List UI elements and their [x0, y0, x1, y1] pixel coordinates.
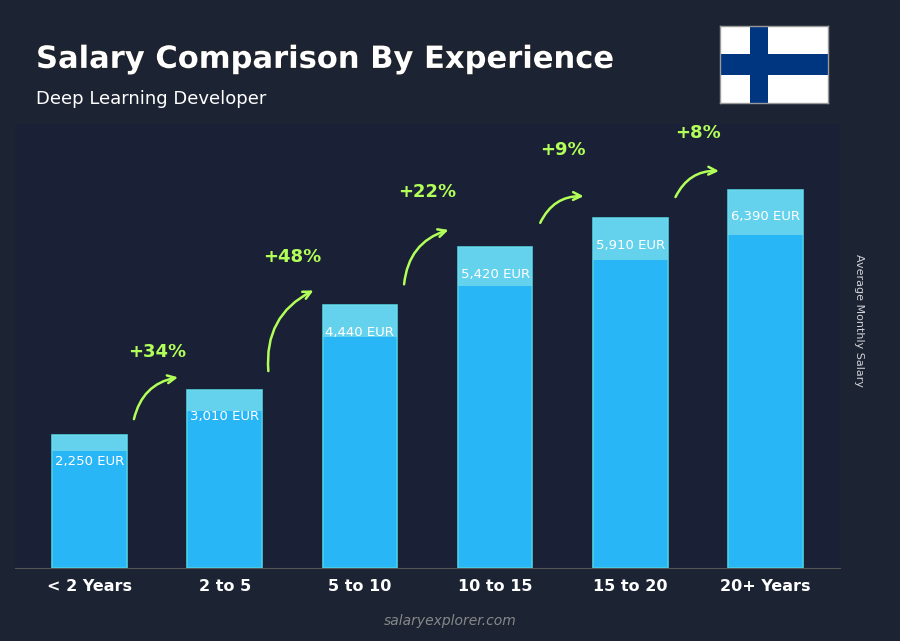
Text: 4,440 EUR: 4,440 EUR: [326, 326, 394, 339]
Text: +8%: +8%: [675, 124, 721, 142]
FancyArrowPatch shape: [404, 229, 446, 285]
FancyArrowPatch shape: [268, 292, 310, 371]
Text: Deep Learning Developer: Deep Learning Developer: [36, 90, 266, 108]
Text: 5,910 EUR: 5,910 EUR: [596, 239, 665, 252]
Text: salaryexplorer.com: salaryexplorer.com: [383, 614, 517, 628]
Text: 5,420 EUR: 5,420 EUR: [461, 268, 530, 281]
Bar: [323, 305, 397, 337]
Bar: [52, 435, 127, 568]
Text: +22%: +22%: [399, 183, 456, 201]
Bar: [52, 435, 127, 451]
Bar: [728, 190, 803, 235]
Bar: [728, 190, 803, 568]
Bar: [593, 218, 668, 568]
Text: +9%: +9%: [540, 142, 586, 160]
FancyArrowPatch shape: [676, 167, 716, 197]
Text: 3,010 EUR: 3,010 EUR: [190, 410, 259, 424]
Bar: [458, 247, 532, 285]
Text: +34%: +34%: [128, 343, 186, 361]
Bar: [187, 390, 262, 411]
FancyArrowPatch shape: [134, 376, 176, 419]
Text: 2,250 EUR: 2,250 EUR: [55, 455, 124, 469]
Text: Average Monthly Salary: Average Monthly Salary: [854, 254, 864, 387]
FancyArrowPatch shape: [540, 192, 580, 223]
Bar: [187, 390, 262, 568]
Bar: [750, 26, 768, 103]
Bar: [720, 54, 828, 74]
Text: 6,390 EUR: 6,390 EUR: [731, 210, 800, 223]
Text: Salary Comparison By Experience: Salary Comparison By Experience: [36, 45, 612, 74]
Text: +48%: +48%: [263, 248, 321, 266]
Bar: [458, 247, 532, 568]
Bar: [323, 305, 397, 568]
Bar: [593, 218, 668, 260]
